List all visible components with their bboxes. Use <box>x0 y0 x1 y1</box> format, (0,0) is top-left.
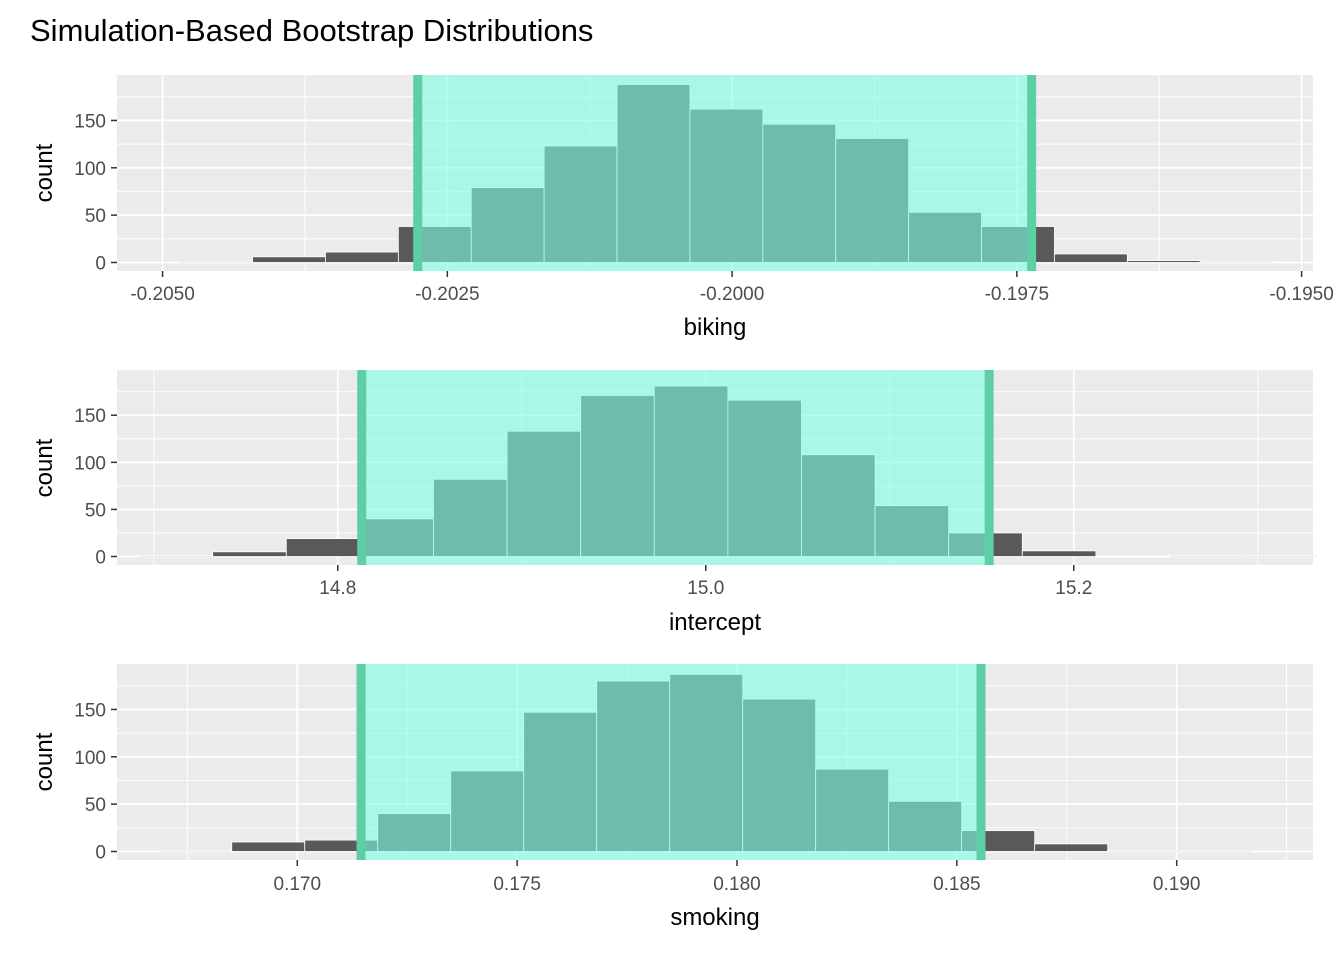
x-tick-label: 0.190 <box>1153 874 1201 895</box>
y-tick-label: 50 <box>85 795 106 816</box>
x-tick-label: -0.1950 <box>1269 284 1333 305</box>
x-tick-label: 0.185 <box>933 874 981 895</box>
histogram-bar <box>1169 555 1244 557</box>
histogram-bar <box>1095 556 1170 558</box>
histogram-bar <box>231 841 306 852</box>
histogram-bar <box>285 538 361 557</box>
histogram-bar <box>1180 850 1255 852</box>
histogram-bar <box>138 555 214 557</box>
histogram-bar <box>212 551 287 557</box>
panel-biking: -0.2050 -0.2025 -0.2000 -0.1975 -0.1950 0 50 10… <box>31 75 1334 341</box>
y-tick-label: 100 <box>74 453 106 474</box>
x-axis-title: intercept <box>669 609 761 636</box>
y-tick-label: 0 <box>95 842 106 863</box>
y-tick-label: 0 <box>95 253 106 274</box>
histogram-bar <box>1199 261 1274 263</box>
y-axis-title: count <box>31 438 58 497</box>
x-tick-label: -0.2025 <box>415 284 479 305</box>
histogram-bar <box>1242 555 1318 557</box>
histogram-bar <box>325 251 399 263</box>
histogram-bar <box>1054 253 1128 263</box>
histogram-bar <box>1034 843 1109 852</box>
ci-shade <box>361 370 990 565</box>
histogram-bar <box>1021 550 1097 557</box>
y-tick-label: 100 <box>74 748 106 769</box>
y-tick-label: 0 <box>95 548 106 569</box>
x-axis-title: smoking <box>670 904 759 931</box>
histogram-bar <box>252 256 326 263</box>
x-tick-label: 0.175 <box>493 874 541 895</box>
y-tick-label: 100 <box>74 159 106 180</box>
x-tick-label: -0.2050 <box>130 284 194 305</box>
y-tick-label: 150 <box>74 111 106 132</box>
x-tick-label: 14.8 <box>319 578 356 599</box>
y-axis-title: count <box>31 732 58 791</box>
y-tick-label: 150 <box>74 700 106 721</box>
x-tick-label: 0.170 <box>274 874 322 895</box>
ci-shade <box>361 664 982 860</box>
x-tick-label: -0.2000 <box>700 284 764 305</box>
y-axis-title: count <box>31 143 58 202</box>
y-tick-label: 150 <box>74 406 106 427</box>
panel-smoking: 0.170 0.175 0.180 0.185 0.190 0 50 100 150 smokin… <box>31 664 1313 931</box>
histogram-bar <box>179 261 253 263</box>
ci-shade <box>417 75 1032 271</box>
chart-title: Simulation-Based Bootstrap Distributions <box>30 13 593 48</box>
x-tick-label: 0.180 <box>713 874 761 895</box>
histogram-bar <box>1107 850 1182 852</box>
histogram-bar <box>1126 260 1201 263</box>
x-axis-title: biking <box>684 314 747 341</box>
x-tick-label: 15.2 <box>1055 578 1092 599</box>
x-tick-label: 15.0 <box>687 578 724 599</box>
y-tick-label: 50 <box>85 500 106 521</box>
histogram-bar <box>158 850 233 852</box>
panel-intercept: 14.8 15.0 15.2 0 50 100 150 intercept count <box>31 370 1318 636</box>
y-tick-label: 50 <box>85 206 106 227</box>
x-tick-label: -0.1975 <box>985 284 1049 305</box>
